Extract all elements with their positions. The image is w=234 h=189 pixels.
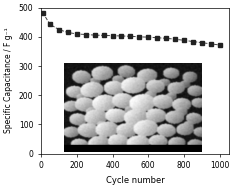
Y-axis label: Specific Capacitance / F g⁻¹: Specific Capacitance / F g⁻¹ bbox=[4, 28, 13, 133]
X-axis label: Cycle number: Cycle number bbox=[106, 176, 164, 185]
